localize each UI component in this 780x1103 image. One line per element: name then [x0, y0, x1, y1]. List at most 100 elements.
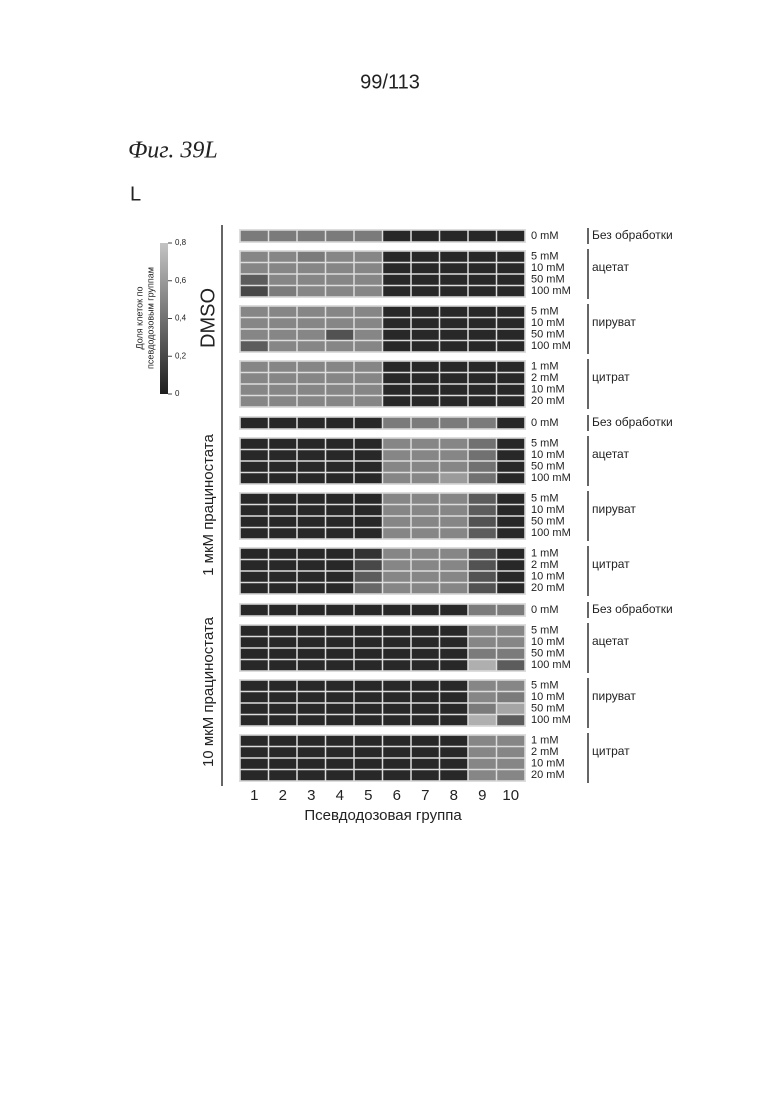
- heat-cell: [326, 528, 353, 538]
- panel-label: L: [130, 183, 141, 205]
- heat-cell: [383, 560, 410, 570]
- x-tick-label: 7: [421, 787, 429, 804]
- x-tick-label: 10: [502, 787, 519, 804]
- heat-cell: [269, 704, 296, 714]
- heat-cell: [383, 660, 410, 670]
- heat-cell: [269, 517, 296, 527]
- heat-cell: [497, 517, 524, 527]
- heat-cell: [497, 450, 524, 460]
- heat-cell: [269, 341, 296, 351]
- heat-cell: [412, 681, 439, 691]
- heat-cell: [383, 572, 410, 582]
- heat-cell: [440, 307, 467, 317]
- heat-cell: [241, 736, 268, 746]
- heat-cell: [412, 505, 439, 515]
- heat-cell: [383, 362, 410, 372]
- heat-cell: [440, 362, 467, 372]
- heat-cell: [326, 462, 353, 472]
- heat-cell: [440, 736, 467, 746]
- heat-cell: [497, 715, 524, 725]
- heat-cell: [440, 252, 467, 262]
- heat-cell: [269, 418, 296, 429]
- heat-cell: [469, 231, 496, 242]
- row-label: 100 mM: [531, 340, 571, 352]
- heat-cell: [241, 307, 268, 317]
- x-tick-label: 4: [336, 787, 344, 804]
- heat-cell: [326, 341, 353, 351]
- heat-cell: [440, 747, 467, 757]
- heat-cell: [383, 770, 410, 780]
- heat-cell: [440, 494, 467, 504]
- heat-cell: [326, 231, 353, 242]
- heat-cell: [326, 373, 353, 383]
- heat-cell: [326, 517, 353, 527]
- heat-cell: [469, 462, 496, 472]
- heat-cell: [412, 649, 439, 659]
- heat-cell: [383, 736, 410, 746]
- heat-cell: [241, 759, 268, 769]
- heat-cell: [383, 549, 410, 559]
- heat-cell: [440, 692, 467, 702]
- heat-cell: [440, 770, 467, 780]
- heat-cell: [412, 759, 439, 769]
- heat-cell: [412, 692, 439, 702]
- heat-cell: [469, 362, 496, 372]
- row-label: 5 mM: [531, 306, 559, 318]
- heat-cell: [298, 462, 325, 472]
- heat-cell: [241, 418, 268, 429]
- heat-cell: [269, 252, 296, 262]
- heat-cell: [383, 605, 410, 616]
- heat-cell: [383, 231, 410, 242]
- heat-cell: [497, 681, 524, 691]
- heat-cell: [241, 704, 268, 714]
- heat-cell: [326, 418, 353, 429]
- heat-cell: [298, 517, 325, 527]
- heat-cell: [241, 494, 268, 504]
- heat-cell: [355, 373, 382, 383]
- x-axis-label: Псевдодозовая группа: [304, 807, 462, 824]
- heat-cell: [298, 330, 325, 340]
- heat-cell: [383, 715, 410, 725]
- heat-cell: [241, 605, 268, 616]
- heat-cell: [326, 362, 353, 372]
- heat-cell: [269, 275, 296, 285]
- heat-cell: [298, 318, 325, 328]
- heat-cell: [269, 473, 296, 483]
- heat-cell: [241, 505, 268, 515]
- heat-cell: [355, 396, 382, 406]
- heat-cell: [298, 275, 325, 285]
- colorbar-tick-label: 0,4: [175, 314, 187, 323]
- heat-cell: [383, 439, 410, 449]
- heat-cell: [469, 330, 496, 340]
- colorbar-tick-label: 0,6: [175, 276, 187, 285]
- heat-cell: [469, 275, 496, 285]
- heat-cell: [241, 528, 268, 538]
- row-label: 0 mM: [531, 230, 559, 242]
- heat-cell: [326, 505, 353, 515]
- colorbar-tick-label: 0,8: [175, 238, 187, 247]
- heat-cell: [269, 385, 296, 395]
- heat-cell: [469, 715, 496, 725]
- row-label: 20 mM: [531, 582, 565, 594]
- heat-cell: [383, 505, 410, 515]
- heat-cell: [469, 450, 496, 460]
- heat-cell: [497, 275, 524, 285]
- heat-cell: [383, 396, 410, 406]
- heat-cell: [241, 560, 268, 570]
- heat-cell: [298, 439, 325, 449]
- heat-cell: [269, 583, 296, 593]
- heat-cell: [326, 704, 353, 714]
- heat-cell: [269, 747, 296, 757]
- heat-cell: [469, 318, 496, 328]
- heat-cell: [440, 759, 467, 769]
- heat-cell: [383, 341, 410, 351]
- block-label: Без обработки: [592, 415, 673, 429]
- heat-cell: [412, 330, 439, 340]
- heat-cell: [412, 275, 439, 285]
- heat-cell: [469, 286, 496, 296]
- heat-cell: [497, 692, 524, 702]
- heat-cell: [355, 517, 382, 527]
- heat-cell: [440, 330, 467, 340]
- heat-cell: [412, 373, 439, 383]
- heat-cell: [383, 637, 410, 647]
